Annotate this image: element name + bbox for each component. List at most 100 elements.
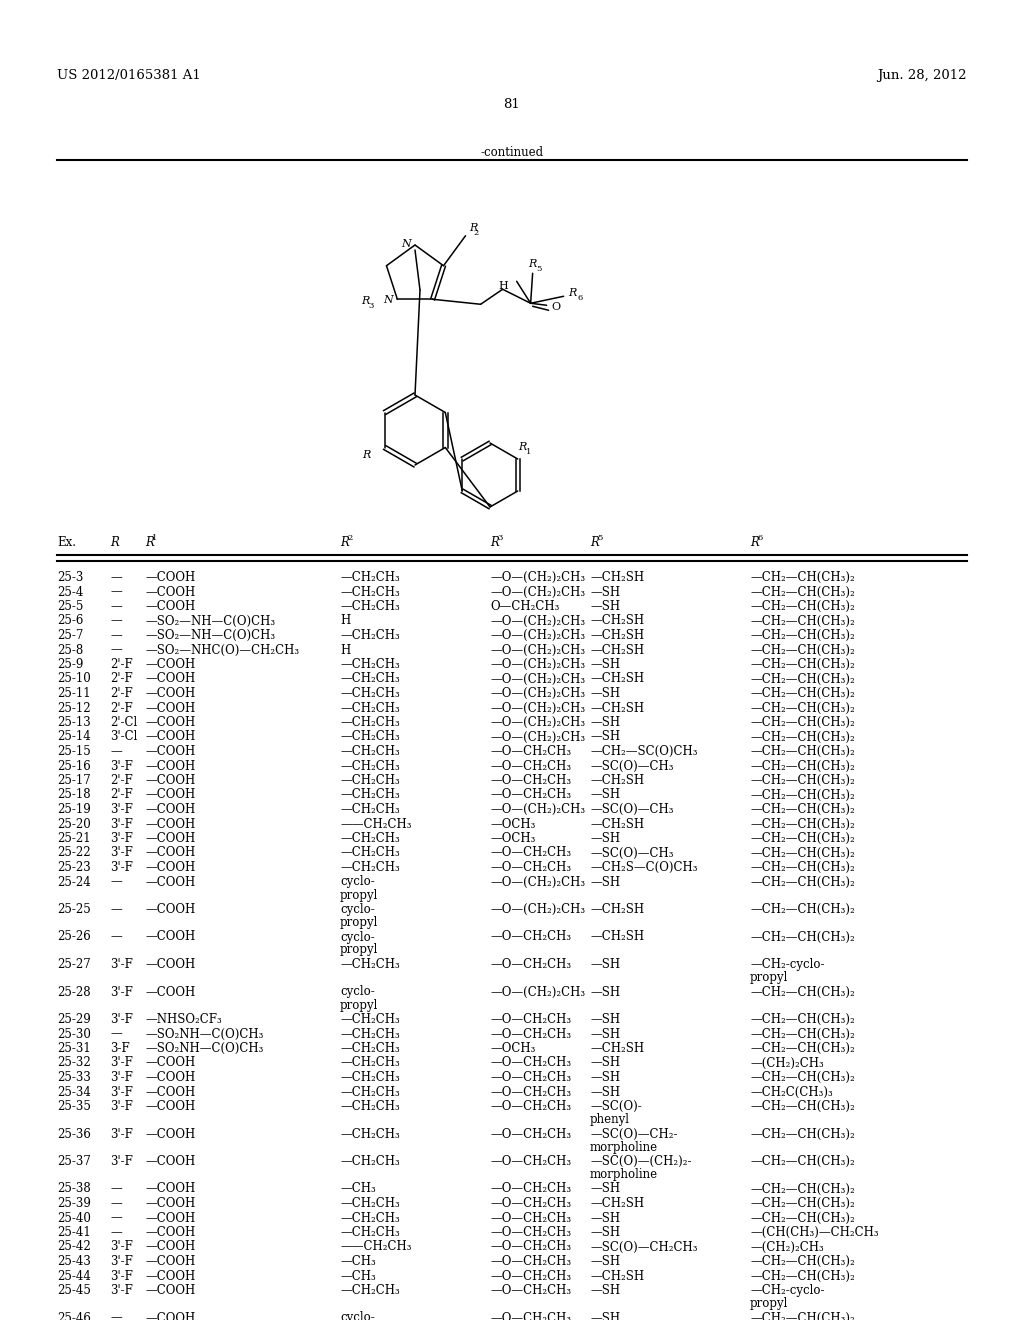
Text: 25-5: 25-5	[57, 601, 83, 612]
Text: —SO₂—NH—C(O)CH₃: —SO₂—NH—C(O)CH₃	[145, 615, 275, 627]
Text: —SC(O)—CH₂-: —SC(O)—CH₂-	[590, 1127, 678, 1140]
Text: —OCH₃: —OCH₃	[490, 832, 536, 845]
Text: —CH₂-cyclo-: —CH₂-cyclo-	[750, 958, 824, 972]
Text: Jun. 28, 2012: Jun. 28, 2012	[878, 69, 967, 82]
Text: —COOH: —COOH	[145, 759, 196, 772]
Text: —O—CH₂CH₃: —O—CH₂CH₃	[490, 1212, 571, 1225]
Text: 3'-F: 3'-F	[110, 1270, 133, 1283]
Text: —COOH: —COOH	[145, 1197, 196, 1210]
Text: —: —	[110, 1197, 122, 1210]
Text: —CH₂—CH(CH₃)₂: —CH₂—CH(CH₃)₂	[750, 861, 855, 874]
Text: —: —	[110, 744, 122, 758]
Text: —CH₂CH₃: —CH₂CH₃	[340, 1071, 399, 1084]
Text: —CH₂SH: —CH₂SH	[590, 644, 644, 656]
Text: 25-16: 25-16	[57, 759, 91, 772]
Text: —SC(O)-: —SC(O)-	[590, 1100, 642, 1113]
Text: —SH: —SH	[590, 715, 621, 729]
Text: —CH₂SH: —CH₂SH	[590, 817, 644, 830]
Text: 25-29: 25-29	[57, 1012, 91, 1026]
Text: —CH₂CH₃: —CH₂CH₃	[340, 1027, 399, 1040]
Text: 3-F: 3-F	[110, 1041, 130, 1055]
Text: 25-10: 25-10	[57, 672, 91, 685]
Text: —CH₂CH₃: —CH₂CH₃	[340, 1100, 399, 1113]
Text: —CH₂SH: —CH₂SH	[590, 1270, 644, 1283]
Text: —: —	[110, 1183, 122, 1196]
Text: R: R	[110, 536, 119, 549]
Text: —SH: —SH	[590, 832, 621, 845]
Text: —CH₂—CH(CH₃)₂: —CH₂—CH(CH₃)₂	[750, 730, 855, 743]
Text: —: —	[110, 615, 122, 627]
Text: —CH₂—CH(CH₃)₂: —CH₂—CH(CH₃)₂	[750, 744, 855, 758]
Text: —CH₂—CH(CH₃)₂: —CH₂—CH(CH₃)₂	[750, 615, 855, 627]
Text: —(CH₂)₂CH₃: —(CH₂)₂CH₃	[750, 1056, 823, 1069]
Text: 25-18: 25-18	[57, 788, 91, 801]
Text: —COOH: —COOH	[145, 1270, 196, 1283]
Text: 3'-F: 3'-F	[110, 1056, 133, 1069]
Text: 25-27: 25-27	[57, 958, 91, 972]
Text: Ex.: Ex.	[57, 536, 76, 549]
Text: —CH₂—CH(CH₃)₂: —CH₂—CH(CH₃)₂	[750, 875, 855, 888]
Text: morpholine: morpholine	[590, 1140, 658, 1154]
Text: —COOH: —COOH	[145, 803, 196, 816]
Text: —SH: —SH	[590, 657, 621, 671]
Text: 1: 1	[152, 535, 158, 543]
Text: —OCH₃: —OCH₃	[490, 817, 536, 830]
Text: 3'-F: 3'-F	[110, 1127, 133, 1140]
Text: —SH: —SH	[590, 788, 621, 801]
Text: —SH: —SH	[590, 1212, 621, 1225]
Text: —CH₂—CH(CH₃)₂: —CH₂—CH(CH₃)₂	[750, 986, 855, 998]
Text: —SH: —SH	[590, 875, 621, 888]
Text: —COOH: —COOH	[145, 1284, 196, 1298]
Text: —COOH: —COOH	[145, 903, 196, 916]
Text: —SH: —SH	[590, 1012, 621, 1026]
Text: —CH₂SH: —CH₂SH	[590, 572, 644, 583]
Text: —O—CH₂CH₃: —O—CH₂CH₃	[490, 759, 571, 772]
Text: 25-8: 25-8	[57, 644, 83, 656]
Text: —O—CH₂CH₃: —O—CH₂CH₃	[490, 1183, 571, 1196]
Text: —COOH: —COOH	[145, 986, 196, 998]
Text: —O—(CH₂)₂CH₃: —O—(CH₂)₂CH₃	[490, 615, 585, 627]
Text: —CH₂—CH(CH₃)₂: —CH₂—CH(CH₃)₂	[750, 1197, 855, 1210]
Text: —COOH: —COOH	[145, 686, 196, 700]
Text: —COOH: —COOH	[145, 1100, 196, 1113]
Text: H: H	[340, 615, 350, 627]
Text: —CH₂CH₃: —CH₂CH₃	[340, 1056, 399, 1069]
Text: R: R	[490, 536, 499, 549]
Text: —CH₂CH₃: —CH₂CH₃	[340, 1155, 399, 1168]
Text: 25-22: 25-22	[57, 846, 91, 859]
Text: —SC(O)—CH₂CH₃: —SC(O)—CH₂CH₃	[590, 1241, 697, 1254]
Text: —CH₂SH: —CH₂SH	[590, 630, 644, 642]
Text: propyl: propyl	[340, 916, 379, 929]
Text: —COOH: —COOH	[145, 657, 196, 671]
Text: —COOH: —COOH	[145, 572, 196, 583]
Text: —CH₂SH: —CH₂SH	[590, 931, 644, 944]
Text: 25-44: 25-44	[57, 1270, 91, 1283]
Text: —CH₂CH₃: —CH₂CH₃	[340, 1197, 399, 1210]
Text: —CH₂-cyclo-: —CH₂-cyclo-	[750, 1284, 824, 1298]
Text: —: —	[110, 586, 122, 598]
Text: 3'-F: 3'-F	[110, 817, 133, 830]
Text: propyl: propyl	[340, 888, 379, 902]
Text: —O—(CH₂)₂CH₃: —O—(CH₂)₂CH₃	[490, 672, 585, 685]
Text: —SH: —SH	[590, 1255, 621, 1269]
Text: —CH₂—CH(CH₃)₂: —CH₂—CH(CH₃)₂	[750, 803, 855, 816]
Text: —SH: —SH	[590, 958, 621, 972]
Text: 25-14: 25-14	[57, 730, 91, 743]
Text: 1: 1	[526, 447, 531, 455]
Text: —CH₂—CH(CH₃)₂: —CH₂—CH(CH₃)₂	[750, 1183, 855, 1196]
Text: —O—CH₂CH₃: —O—CH₂CH₃	[490, 846, 571, 859]
Text: 25-17: 25-17	[57, 774, 91, 787]
Text: —O—CH₂CH₃: —O—CH₂CH₃	[490, 1241, 571, 1254]
Text: —CH₂—CH(CH₃)₂: —CH₂—CH(CH₃)₂	[750, 601, 855, 612]
Text: —CH₂SH: —CH₂SH	[590, 672, 644, 685]
Text: 3'-F: 3'-F	[110, 1241, 133, 1254]
Text: —CH₂CH₃: —CH₂CH₃	[340, 601, 399, 612]
Text: —CH₂CH₃: —CH₂CH₃	[340, 1085, 399, 1098]
Text: 25-9: 25-9	[57, 657, 83, 671]
Text: —O—(CH₂)₂CH₃: —O—(CH₂)₂CH₃	[490, 644, 585, 656]
Text: —: —	[110, 903, 122, 916]
Text: —CH₂SH: —CH₂SH	[590, 903, 644, 916]
Text: —O—CH₂CH₃: —O—CH₂CH₃	[490, 1270, 571, 1283]
Text: R: R	[340, 536, 349, 549]
Text: —O—(CH₂)₂CH₃: —O—(CH₂)₂CH₃	[490, 903, 585, 916]
